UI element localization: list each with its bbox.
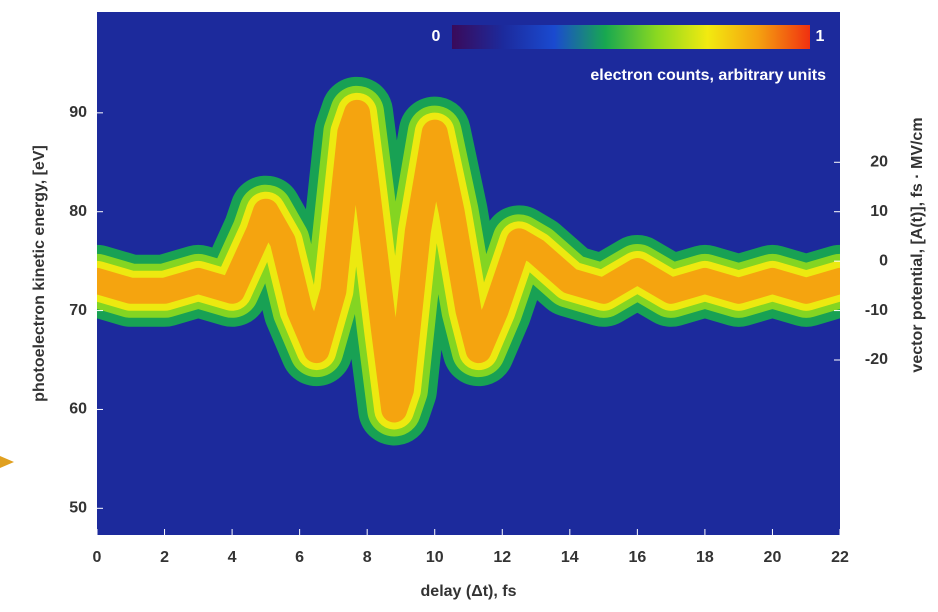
y2-tick-label: 10 xyxy=(870,203,888,220)
y2-tick-label: -20 xyxy=(865,351,888,368)
colorbar-tick-label: 0 xyxy=(432,28,441,45)
y-tick-label: 60 xyxy=(69,401,87,418)
x-tick-label: 2 xyxy=(160,549,169,566)
x-tick-label: 12 xyxy=(493,549,511,566)
y2-tick-label: 0 xyxy=(879,252,888,269)
intensity-band xyxy=(97,99,840,423)
x-tick-label: 6 xyxy=(295,549,304,566)
x-tick-label: 16 xyxy=(628,549,646,566)
arrow-marker xyxy=(0,456,14,468)
x-tick-label: 0 xyxy=(93,549,102,566)
x-tick-label: 10 xyxy=(426,549,444,566)
y-axis-label: photoelectron kinetic energy, [eV] xyxy=(31,145,48,402)
y2-tick-label: 20 xyxy=(870,153,888,170)
x-tick-label: 8 xyxy=(363,549,372,566)
x-tick-label: 4 xyxy=(228,549,237,566)
colorbar xyxy=(452,25,810,49)
trace-group xyxy=(97,76,840,446)
colorbar-label: electron counts, arbitrary units xyxy=(590,67,826,84)
y-tick-label: 80 xyxy=(69,203,87,220)
x-tick-label: 18 xyxy=(696,549,714,566)
x-tick-label: 20 xyxy=(764,549,782,566)
y2-axis-label: vector potential, [A(t)], fs · MV/cm xyxy=(909,117,926,372)
y-tick-label: 90 xyxy=(69,104,87,121)
colorbar-tick-label: 1 xyxy=(816,28,825,45)
x-tick-label: 14 xyxy=(561,549,579,566)
x-axis-label: delay (Δt), fs xyxy=(421,583,517,600)
y-tick-label: 70 xyxy=(69,302,87,319)
x-tick-label: 22 xyxy=(831,549,849,566)
y-tick-label: 50 xyxy=(69,500,87,517)
y2-tick-label: -10 xyxy=(865,302,888,319)
